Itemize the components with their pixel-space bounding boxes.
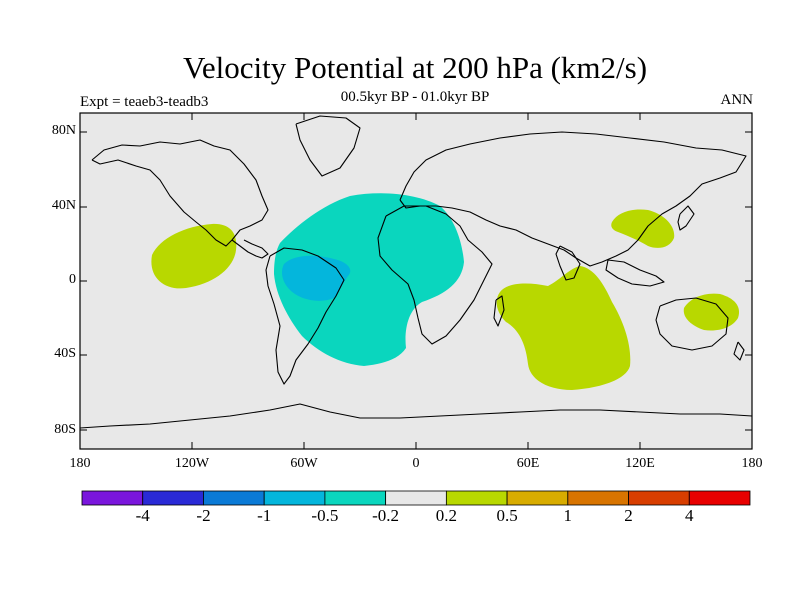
colorbar-label-8: 2 bbox=[624, 506, 633, 525]
x-tick-label-180e: 180 bbox=[741, 456, 763, 471]
coastline-india bbox=[555, 245, 581, 281]
map-title: Velocity Potential at 200 hPa (km2/s) bbox=[182, 50, 648, 85]
x-tick-label-0: 0 bbox=[412, 456, 420, 471]
colorbar-box-6 bbox=[445, 490, 508, 506]
y-tick-label-80n: 80N bbox=[51, 123, 76, 138]
colorbar-box-0 bbox=[81, 490, 144, 506]
y-tick-label-eq: 0 bbox=[69, 272, 76, 287]
coastline-south-america bbox=[265, 247, 345, 385]
coastline-new-zealand bbox=[733, 341, 745, 361]
map-subtitle: 00.5kyr BP - 01.0kyr BP bbox=[340, 89, 490, 105]
x-tick-label-180w: 180 bbox=[69, 456, 91, 471]
season-label: ANN bbox=[720, 92, 754, 108]
y-tick-label-80s: 80S bbox=[54, 422, 76, 437]
coastline-europe-asia bbox=[399, 131, 747, 267]
positive-region-australia bbox=[683, 293, 740, 331]
colorbar-box-7 bbox=[506, 490, 569, 506]
negative-region-atlantic bbox=[274, 193, 464, 366]
colorbar-label-0: -4 bbox=[135, 506, 150, 525]
colorbar-box-3 bbox=[263, 490, 326, 506]
x-ticks bbox=[191, 113, 641, 449]
colorbar-label-5: 0.2 bbox=[435, 506, 458, 525]
y-tick-label-40n: 40N bbox=[51, 198, 76, 213]
x-tick-label-60e: 60E bbox=[516, 456, 540, 471]
colorbar-box-10 bbox=[688, 490, 751, 506]
y-tick-label-40s: 40S bbox=[54, 346, 76, 361]
colorbar-label-1: -2 bbox=[196, 506, 211, 525]
colorbar-box-2 bbox=[203, 490, 265, 506]
positive-region-indian-ocean bbox=[496, 266, 631, 390]
colorbar-box-8 bbox=[567, 490, 629, 506]
coastline-madagascar bbox=[493, 295, 505, 327]
coastline-antarctica bbox=[79, 403, 753, 429]
colorbar-label-6: 0.5 bbox=[496, 506, 518, 525]
colorbar-label-3: -0.5 bbox=[311, 506, 339, 525]
negative-region-amazon bbox=[282, 255, 351, 301]
x-tick-label-120w: 120W bbox=[174, 456, 210, 471]
colorbar-label-2: -1 bbox=[257, 506, 272, 525]
positive-region-east-asia bbox=[611, 209, 675, 248]
colorbar-box-4 bbox=[324, 490, 387, 506]
coastline-southeast-asia bbox=[605, 259, 665, 287]
x-tick-label-60w: 60W bbox=[290, 456, 318, 471]
coastline-central-america bbox=[231, 239, 269, 259]
x-tick-label-120e: 120E bbox=[625, 456, 655, 471]
experiment-label: Expt = teaeb3-teadb3 bbox=[80, 94, 209, 110]
y-ticks bbox=[80, 131, 752, 431]
coastline-greenland bbox=[295, 115, 361, 177]
colorbar-label-4: -0.2 bbox=[372, 506, 400, 525]
colorbar-label-7: 1 bbox=[563, 506, 573, 525]
coastline-japan bbox=[677, 205, 695, 231]
colorbar-box-1 bbox=[142, 490, 204, 506]
coastlines bbox=[79, 115, 753, 429]
positive-region-east-pacific bbox=[151, 223, 237, 289]
coastline-north-america bbox=[91, 139, 269, 247]
coastline-australia bbox=[655, 297, 729, 351]
colorbar-box-5 bbox=[385, 490, 447, 506]
coastline-africa bbox=[377, 205, 493, 345]
colorbar bbox=[81, 490, 751, 506]
colorbar-box-9 bbox=[628, 490, 690, 506]
colorbar-label-9: 4 bbox=[685, 506, 694, 525]
